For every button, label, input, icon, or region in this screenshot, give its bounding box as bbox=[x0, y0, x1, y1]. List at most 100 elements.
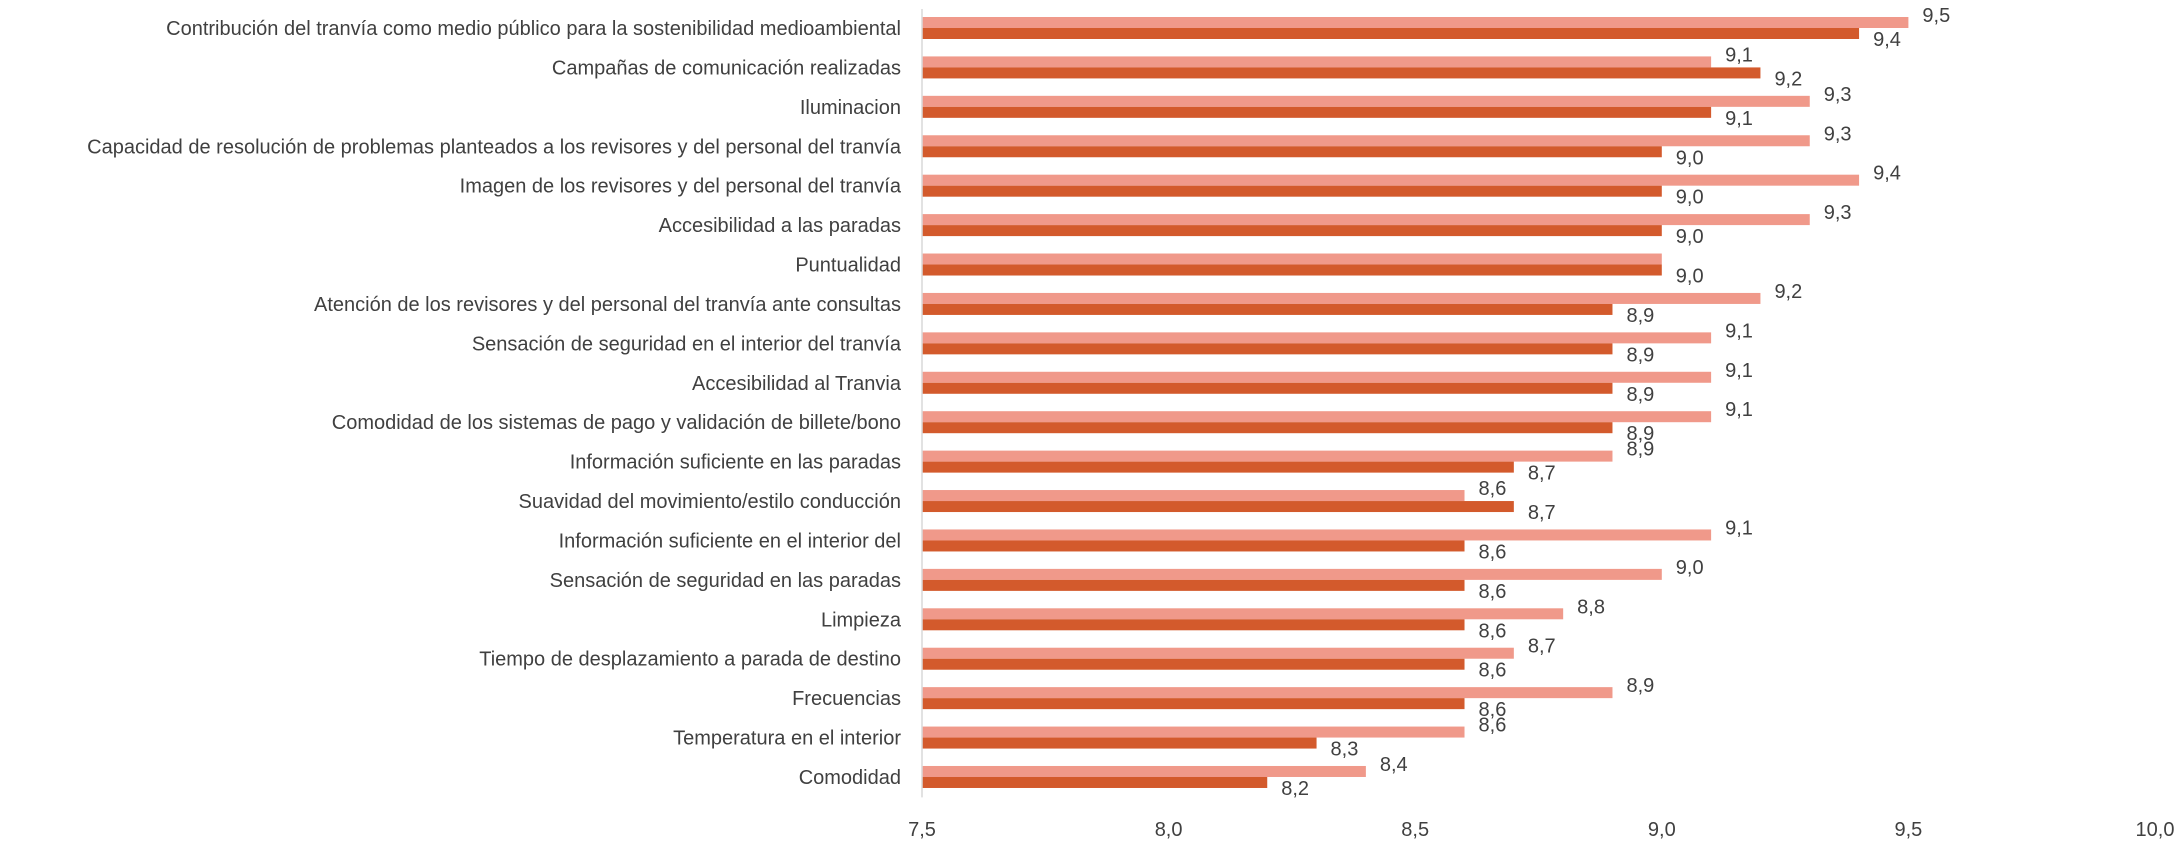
data-label-series-2: 8,9 bbox=[1626, 423, 1654, 445]
bar-series-2 bbox=[922, 303, 1613, 315]
bar-series-1 bbox=[922, 95, 1810, 107]
bar-series-1 bbox=[922, 687, 1613, 699]
data-label-series-1: 8,9 bbox=[1626, 439, 1654, 461]
data-label-series-1: 9,1 bbox=[1725, 399, 1753, 421]
bar-series-1 bbox=[922, 647, 1514, 659]
bar-series-2 bbox=[922, 106, 1712, 118]
data-label-series-2: 9,1 bbox=[1725, 108, 1753, 130]
data-label-series-2: 9,0 bbox=[1676, 147, 1704, 169]
bar-series-2 bbox=[922, 28, 1860, 39]
category-label: Sensación de seguridad en el interior de… bbox=[472, 333, 902, 355]
data-labels: 9,5 9,4 9,1 9,2 9,3 9,1 9,3 9,0 9,4 9,0 9,3 9,0 9,0 9… bbox=[1281, 5, 1950, 800]
data-label-series-1: 9,3 bbox=[1824, 84, 1852, 106]
category-label: Atención de los revisores y del personal… bbox=[314, 294, 901, 316]
bar-series-2 bbox=[922, 540, 1465, 552]
category-label: Suavidad del movimiento/estilo conducció… bbox=[519, 491, 901, 513]
bar-series-2 bbox=[922, 501, 1514, 513]
data-label-series-1: 9,1 bbox=[1725, 360, 1753, 382]
bar-series-2 bbox=[922, 343, 1613, 355]
data-label-series-1: 9,3 bbox=[1824, 123, 1852, 145]
category-label: Accesibilidad a las paradas bbox=[659, 215, 901, 237]
data-label-series-1: 8,4 bbox=[1380, 754, 1408, 776]
x-tick-label: 9,0 bbox=[1648, 819, 1676, 841]
category-label: Temperatura en el interior bbox=[673, 728, 901, 750]
x-tick-labels: 7,5 8,0 8,5 9,0 9,5 10,0 bbox=[908, 819, 2174, 841]
x-tick-label: 8,5 bbox=[1401, 819, 1429, 841]
bar-series-2 bbox=[922, 776, 1268, 788]
category-label: Capacidad de resolución de problemas pla… bbox=[87, 136, 902, 158]
bar-series-1 bbox=[922, 332, 1712, 344]
data-label-series-1: 9,4 bbox=[1873, 163, 1901, 185]
category-label: Contribución del tranvía como medio públ… bbox=[166, 18, 901, 40]
x-tick-label: 7,5 bbox=[908, 819, 936, 841]
bar-series-1 bbox=[922, 174, 1860, 186]
category-label: Imagen de los revisores y del personal d… bbox=[460, 176, 902, 198]
bar-series-2 bbox=[922, 264, 1662, 276]
category-label: Campañas de comunicación realizadas bbox=[552, 57, 901, 79]
bar-series-2 bbox=[922, 146, 1662, 158]
data-label-series-1: 8,9 bbox=[1626, 675, 1654, 697]
bars bbox=[922, 17, 1909, 788]
data-label-series-1: 9,1 bbox=[1725, 44, 1753, 66]
category-label: Información suficiente en el interior de… bbox=[559, 530, 901, 552]
category-label: Limpieza bbox=[821, 609, 902, 631]
data-label-series-1: 9,5 bbox=[1922, 5, 1950, 27]
bar-series-1 bbox=[922, 253, 1662, 265]
bar-series-1 bbox=[922, 56, 1712, 68]
data-label-series-2: 9,2 bbox=[1774, 68, 1802, 90]
category-label: Sensación de seguridad en las paradas bbox=[550, 570, 901, 592]
bar-series-1 bbox=[922, 529, 1712, 541]
data-label-series-2: 8,3 bbox=[1331, 739, 1359, 761]
bar-series-2 bbox=[922, 737, 1317, 749]
bar-series-2 bbox=[922, 67, 1761, 79]
bar-series-1 bbox=[922, 135, 1810, 147]
category-label: Accesibilidad al Tranvia bbox=[692, 373, 902, 395]
category-label: Frecuencias bbox=[792, 688, 901, 710]
x-tick-label: 10,0 bbox=[2136, 819, 2175, 841]
data-label-series-2: 8,6 bbox=[1479, 699, 1507, 721]
bar-series-1 bbox=[922, 371, 1712, 383]
category-label: Comodidad bbox=[799, 767, 901, 789]
data-label-series-2: 8,9 bbox=[1626, 344, 1654, 366]
data-label-series-2: 8,7 bbox=[1528, 502, 1556, 524]
data-label-series-2: 8,7 bbox=[1528, 463, 1556, 485]
bar-series-1 bbox=[922, 17, 1909, 28]
category-label: Iluminacion bbox=[800, 97, 901, 119]
data-label-series-2: 8,9 bbox=[1626, 305, 1654, 327]
data-label-series-2: 9,0 bbox=[1676, 187, 1704, 209]
category-label: Tiempo de desplazamiento a parada de des… bbox=[479, 649, 901, 671]
data-label-series-2: 8,6 bbox=[1479, 581, 1507, 603]
bar-series-1 bbox=[922, 568, 1662, 580]
bar-series-2 bbox=[922, 658, 1465, 670]
data-label-series-1: 9,2 bbox=[1774, 281, 1802, 303]
data-label-series-1: 9,1 bbox=[1725, 320, 1753, 342]
data-label-series-1: 8,8 bbox=[1577, 596, 1605, 618]
bar-series-1 bbox=[922, 765, 1366, 777]
bar-series-1 bbox=[922, 411, 1712, 423]
x-tick-label: 8,0 bbox=[1155, 819, 1183, 841]
bar-series-2 bbox=[922, 698, 1465, 710]
bar-series-1 bbox=[922, 608, 1564, 620]
data-label-series-1: 9,1 bbox=[1725, 517, 1753, 539]
data-label-series-1: 8,6 bbox=[1479, 715, 1507, 737]
bar-series-2 bbox=[922, 225, 1662, 237]
bar-series-2 bbox=[922, 422, 1613, 434]
bar-series-2 bbox=[922, 185, 1662, 197]
data-label-series-2: 9,4 bbox=[1873, 29, 1901, 51]
category-label: Información suficiente en las paradas bbox=[570, 452, 901, 474]
data-label-series-1: 9,3 bbox=[1824, 202, 1852, 224]
data-label-series-2: 8,2 bbox=[1281, 778, 1309, 800]
bar-series-1 bbox=[922, 450, 1613, 462]
data-label-series-2: 8,6 bbox=[1479, 660, 1507, 682]
bar-series-2 bbox=[922, 382, 1613, 394]
category-label: Puntualidad bbox=[795, 255, 901, 277]
bar-series-2 bbox=[922, 619, 1465, 631]
data-label-series-2: 8,6 bbox=[1479, 620, 1507, 642]
bar-series-2 bbox=[922, 579, 1465, 591]
x-tick-label: 9,5 bbox=[1894, 819, 1922, 841]
data-label-series-2: 9,0 bbox=[1676, 266, 1704, 288]
bar-series-1 bbox=[922, 214, 1810, 226]
data-label-series-2: 8,6 bbox=[1479, 541, 1507, 563]
category-labels: Contribución del tranvía como medio públ… bbox=[87, 18, 902, 789]
